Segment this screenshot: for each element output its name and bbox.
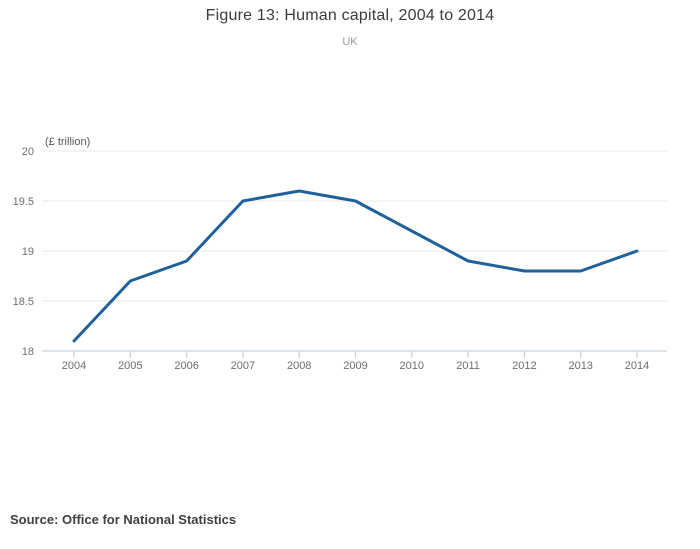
x-tick-label: 2006 bbox=[174, 360, 198, 372]
y-tick-label: 19.5 bbox=[13, 196, 34, 208]
chart-title: Figure 13: Human capital, 2004 to 2014 bbox=[205, 7, 495, 24]
y-tick-label: 18 bbox=[22, 346, 34, 358]
x-tick-label: 2013 bbox=[568, 360, 592, 372]
x-tick-label: 2007 bbox=[231, 360, 255, 372]
data-line bbox=[72, 189, 639, 343]
x-tick-label: 2009 bbox=[343, 360, 367, 372]
x-tick-label: 2011 bbox=[456, 360, 480, 372]
source-text: Source: Office for National Statistics bbox=[10, 512, 237, 527]
x-tick-label: 2005 bbox=[118, 360, 142, 372]
human-capital-line-chart: 18 18.5 19 19.5 20 2004 2005 2006 2007 2008 2009 20… bbox=[13, 146, 667, 372]
x-tick-label: 2010 bbox=[400, 360, 424, 372]
x-tick-label: 2008 bbox=[287, 360, 311, 372]
y-tick-label: 20 bbox=[22, 146, 34, 158]
x-tick-label: 2004 bbox=[62, 360, 86, 372]
y-tick-label: 19 bbox=[22, 246, 34, 258]
chart-subtitle: UK bbox=[342, 36, 358, 48]
y-axis-unit-label: (£ trillion) bbox=[45, 136, 91, 148]
x-tick-label: 2012 bbox=[512, 360, 536, 372]
x-tick-label: 2014 bbox=[625, 360, 649, 372]
y-tick-label: 18.5 bbox=[13, 296, 34, 308]
